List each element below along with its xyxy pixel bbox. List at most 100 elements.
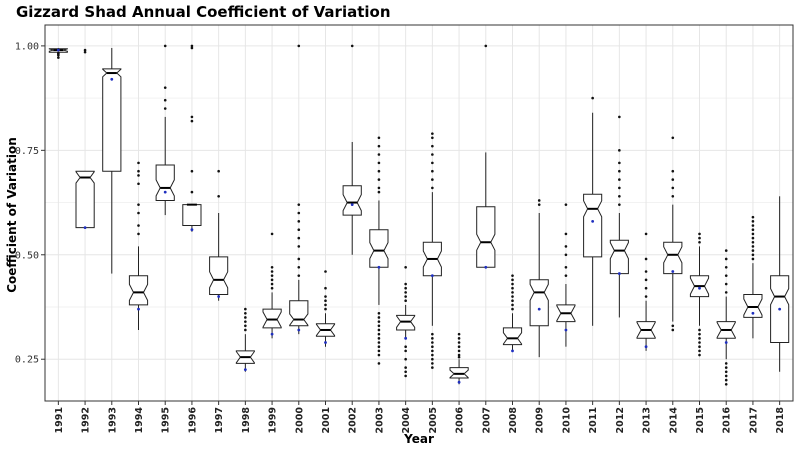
outlier-point: [564, 245, 568, 248]
outlier-point: [564, 253, 568, 257]
box-2018: [770, 196, 790, 372]
x-tick-label: 1998: [241, 407, 252, 434]
outlier-point: [324, 286, 327, 290]
box-1999: [262, 232, 282, 339]
plot-frame: [44, 24, 794, 402]
outlier-point: [618, 186, 621, 190]
box-1993: [102, 47, 122, 274]
x-tick-label: 2011: [588, 407, 599, 433]
x-tick-label: 2017: [748, 407, 759, 433]
outlier-point: [137, 232, 140, 236]
box-body: [663, 241, 683, 275]
outlier-point: [671, 136, 675, 140]
outlier-point: [404, 349, 407, 353]
outlier-point: [618, 169, 621, 173]
outlier-point: [431, 178, 434, 181]
outlier-point: [751, 257, 755, 261]
box-body: [583, 193, 603, 258]
mean-point: [137, 307, 140, 311]
outlier-point: [751, 215, 755, 219]
outlier-point: [324, 303, 327, 307]
outlier-point: [644, 270, 648, 273]
box-body: [502, 327, 523, 346]
outlier-point: [644, 278, 648, 282]
x-tick-label: 2013: [642, 407, 653, 433]
box-2012: [609, 115, 629, 318]
outlier-point: [431, 366, 434, 369]
outlier-point: [244, 328, 247, 332]
outlier-point: [431, 132, 434, 135]
outlier-point: [190, 46, 194, 50]
box-2000: [289, 44, 309, 335]
outlier-point: [137, 203, 140, 206]
outlier-point: [511, 286, 514, 290]
x-tick-label: 1997: [214, 407, 225, 433]
y-tick-label: 0.75: [15, 146, 39, 157]
x-tick-label: 2014: [668, 407, 679, 434]
outlier-point: [270, 274, 274, 277]
outlier-point: [190, 115, 194, 119]
outlier-point: [324, 299, 327, 303]
y-tick-label: 0.25: [15, 355, 39, 366]
outlier-point: [431, 169, 434, 173]
mean-point: [270, 332, 274, 336]
mean-point: [190, 228, 194, 232]
outlier-point: [698, 328, 701, 332]
outlier-point: [404, 357, 407, 361]
outlier-point: [377, 153, 381, 156]
mean-point: [617, 272, 621, 275]
outlier-point: [404, 282, 407, 286]
outlier-point: [57, 56, 60, 59]
x-tick-label: 1993: [107, 407, 118, 433]
outlier-point: [698, 349, 701, 353]
box-body: [155, 164, 175, 201]
outlier-point: [217, 194, 220, 198]
outlier-point: [270, 278, 274, 282]
mean-point: [457, 380, 461, 384]
box-2014: [663, 136, 683, 332]
box-body: [369, 229, 389, 268]
outlier-point: [724, 291, 728, 294]
y-tick-label: 0.50: [15, 250, 39, 261]
mean-point: [751, 311, 755, 315]
box-2004: [396, 266, 416, 378]
outlier-point: [137, 174, 140, 177]
outlier-point: [618, 115, 621, 119]
mean-point: [217, 295, 221, 298]
box-2009: [529, 199, 549, 358]
outlier-point: [137, 161, 140, 165]
outlier-point: [698, 332, 701, 336]
mean-point: [83, 226, 87, 230]
outlier-point: [217, 169, 220, 173]
outlier-point: [244, 324, 247, 328]
outlier-point: [297, 203, 301, 206]
outlier-point: [591, 96, 594, 100]
x-tick-label: 2000: [294, 407, 305, 434]
outlier-point: [377, 328, 381, 332]
outlier-point: [137, 211, 140, 215]
x-tick-label: 2006: [455, 407, 466, 434]
outlier-point: [377, 349, 381, 353]
outlier-point: [457, 355, 461, 359]
mean-point: [56, 48, 60, 52]
outlier-point: [377, 324, 381, 328]
x-tick-label: 2001: [321, 407, 332, 433]
outlier-point: [511, 282, 514, 286]
outlier-point: [698, 236, 701, 240]
x-axis-title: Year: [403, 432, 434, 446]
outlier-point: [431, 153, 434, 156]
outlier-point: [564, 232, 568, 236]
outlier-point: [698, 345, 701, 348]
mean-point: [404, 336, 408, 340]
mean-point: [511, 349, 514, 353]
x-tick-label: 2015: [695, 407, 706, 433]
outlier-point: [457, 349, 461, 353]
outlier-point: [511, 295, 514, 298]
outlier-point: [163, 44, 167, 48]
outlier-point: [671, 169, 675, 173]
box-2002: [342, 44, 362, 255]
outlier-point: [698, 353, 701, 357]
outlier-point: [724, 249, 728, 252]
outlier-point: [190, 119, 194, 123]
outlier-point: [431, 144, 434, 148]
